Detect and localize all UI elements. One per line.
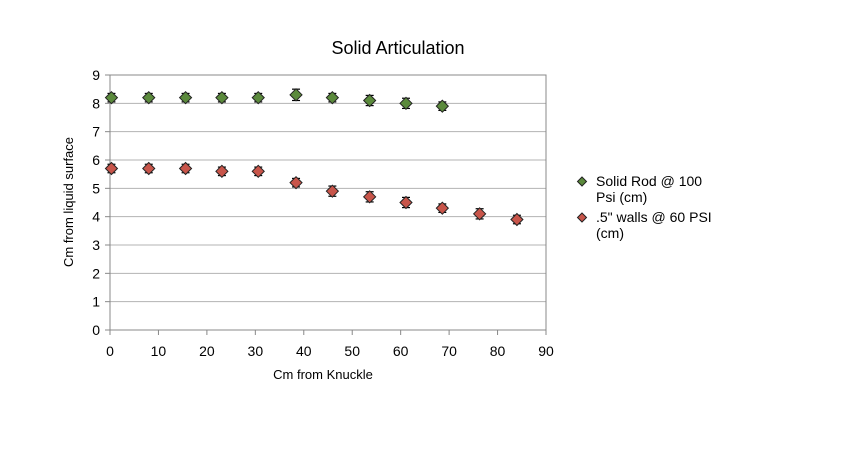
legend-label-line: Solid Rod @ 100 xyxy=(596,173,702,189)
x-tick-label: 70 xyxy=(441,343,457,359)
data-point xyxy=(362,93,377,108)
x-axis-ticks: 0 10 20 30 40 50 60 70 80 90 xyxy=(106,330,554,359)
data-point xyxy=(104,161,119,176)
legend-label: .5" walls @ 60 PSI (cm) xyxy=(596,209,712,241)
y-tick-label: 6 xyxy=(92,152,100,168)
y-tick-label: 0 xyxy=(92,322,100,338)
data-point xyxy=(142,161,156,176)
legend-label-line: (cm) xyxy=(596,225,624,241)
y-tick-label: 2 xyxy=(92,265,100,281)
data-point xyxy=(289,88,303,102)
data-point xyxy=(178,90,193,105)
data-point xyxy=(289,175,303,190)
data-point xyxy=(251,164,265,179)
legend-label-line: Psi (cm) xyxy=(596,189,647,205)
x-tick-label: 60 xyxy=(393,343,409,359)
x-tick-label: 30 xyxy=(248,343,264,359)
data-point xyxy=(325,184,340,198)
x-tick-label: 10 xyxy=(151,343,167,359)
gridlines xyxy=(110,102,546,303)
y-tick-label: 3 xyxy=(92,237,100,253)
legend-entry-2: .5" walls @ 60 PSI (cm) xyxy=(576,209,712,241)
x-axis-label: Cm from Knuckle xyxy=(273,367,373,382)
series-2 xyxy=(104,161,524,227)
legend-marker xyxy=(576,212,588,223)
data-point xyxy=(251,90,265,105)
y-tick-label: 8 xyxy=(92,95,100,111)
x-tick-label: 80 xyxy=(490,343,506,359)
legend-marker xyxy=(576,176,588,187)
legend: Solid Rod @ 100 Psi (cm) .5" walls @ 60 PS… xyxy=(576,173,712,241)
data-point xyxy=(325,90,340,105)
y-axis-ticks: 0 1 2 3 4 5 6 7 8 9 xyxy=(92,67,110,338)
legend-label: Solid Rod @ 100 Psi (cm) xyxy=(596,173,702,205)
y-tick-label: 5 xyxy=(92,180,100,196)
data-point xyxy=(215,164,229,179)
data-point xyxy=(362,190,377,204)
series xyxy=(104,88,524,227)
data-point xyxy=(399,96,413,111)
data-point xyxy=(399,195,413,210)
x-tick-label: 40 xyxy=(296,343,312,359)
data-point xyxy=(178,161,193,176)
y-tick-label: 7 xyxy=(92,124,100,140)
data-point xyxy=(510,212,524,227)
y-axis-label: Cm from liquid surface xyxy=(61,137,76,267)
series-1 xyxy=(104,88,450,113)
x-tick-label: 20 xyxy=(199,343,215,359)
x-tick-label: 50 xyxy=(344,343,360,359)
data-point xyxy=(435,99,450,113)
x-tick-label: 0 xyxy=(106,343,114,359)
y-tick-label: 4 xyxy=(92,209,100,225)
chart-title: Solid Articulation xyxy=(331,38,464,58)
legend-label-line: .5" walls @ 60 PSI xyxy=(596,209,712,225)
data-point xyxy=(104,90,119,105)
y-tick-label: 9 xyxy=(92,67,100,83)
legend-entry-1: Solid Rod @ 100 Psi (cm) xyxy=(576,173,702,205)
data-point xyxy=(472,207,487,221)
data-point xyxy=(435,201,450,215)
y-tick-label: 1 xyxy=(92,294,100,310)
data-point xyxy=(142,90,156,105)
plot-area-border xyxy=(109,74,547,331)
x-tick-label: 90 xyxy=(538,343,554,359)
data-point xyxy=(215,90,229,105)
